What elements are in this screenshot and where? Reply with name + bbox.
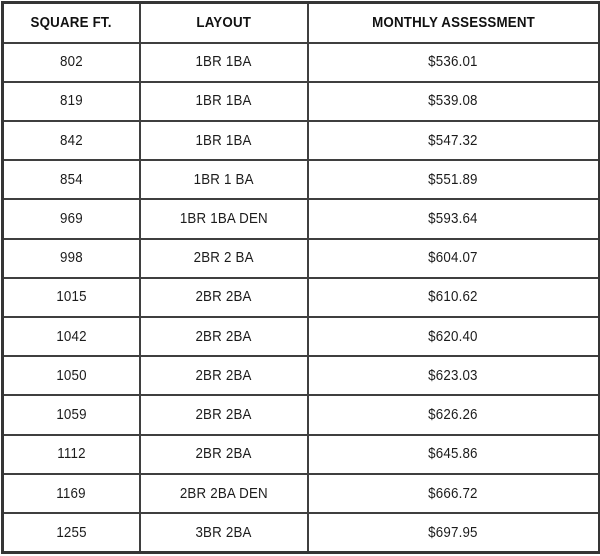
cell-layout: 2BR 2BA <box>138 433 309 475</box>
cell-monthly-assessment: $547.32 <box>306 119 600 162</box>
table-row: 969 1BR 1BA DEN $593.64 <box>1 198 600 240</box>
cell-square-ft: 802 <box>1 41 141 83</box>
cell-square-ft: 1169 <box>1 472 141 515</box>
cell-monthly-assessment: $551.89 <box>306 159 600 201</box>
table-row: 854 1BR 1 BA $551.89 <box>1 159 600 201</box>
cell-square-ft: 1015 <box>1 276 141 319</box>
table-row: 842 1BR 1BA $547.32 <box>1 119 600 162</box>
header-row: SQUARE FT. LAYOUT MONTHLY ASSESSMENT <box>1 1 600 44</box>
table-row: 1169 2BR 2BA DEN $666.72 <box>1 472 600 515</box>
cell-square-ft: 819 <box>1 80 141 122</box>
cell-layout: 1BR 1BA DEN <box>138 198 309 240</box>
cell-square-ft: 1050 <box>1 355 141 397</box>
table-row: 802 1BR 1BA $536.01 <box>1 41 600 83</box>
cell-monthly-assessment: $697.95 <box>306 512 600 554</box>
cell-layout: 2BR 2BA <box>138 276 309 319</box>
cell-square-ft: 854 <box>1 159 141 201</box>
cell-square-ft: 998 <box>1 237 141 279</box>
table-header: SQUARE FT. LAYOUT MONTHLY ASSESSMENT <box>1 1 600 44</box>
cell-layout: 2BR 2BA <box>138 355 309 397</box>
cell-monthly-assessment: $610.62 <box>306 276 600 319</box>
cell-monthly-assessment: $620.40 <box>306 316 600 358</box>
cell-monthly-assessment: $593.64 <box>306 198 600 240</box>
table-row: 1112 2BR 2BA $645.86 <box>1 433 600 475</box>
cell-monthly-assessment: $539.08 <box>306 80 600 122</box>
cell-square-ft: 1255 <box>1 512 141 554</box>
cell-square-ft: 842 <box>1 119 141 162</box>
cell-square-ft: 1059 <box>1 394 141 436</box>
cell-monthly-assessment: $604.07 <box>306 237 600 279</box>
cell-layout: 2BR 2 BA <box>138 237 309 279</box>
table-body: 802 1BR 1BA $536.01 819 1BR 1BA $539.08 … <box>1 41 600 554</box>
cell-square-ft: 1112 <box>1 433 141 475</box>
cell-layout: 1BR 1BA <box>138 119 309 162</box>
table-row: 1255 3BR 2BA $697.95 <box>1 512 600 554</box>
header-layout-label: LAYOUT <box>196 14 251 31</box>
cell-layout: 3BR 2BA <box>138 512 309 554</box>
header-monthly-assessment-label: MONTHLY ASSESSMENT <box>371 14 535 31</box>
header-square-ft-label: SQUARE FT. <box>30 14 112 31</box>
cell-square-ft: 969 <box>1 198 141 240</box>
cell-monthly-assessment: $645.86 <box>306 433 600 475</box>
table-row: 1059 2BR 2BA $626.26 <box>1 394 600 436</box>
cell-layout: 1BR 1BA <box>138 41 309 83</box>
cell-layout: 2BR 2BA <box>138 394 309 436</box>
cell-monthly-assessment: $666.72 <box>306 472 600 515</box>
table-row: 1050 2BR 2BA $623.03 <box>1 355 600 397</box>
table-row: 819 1BR 1BA $539.08 <box>1 80 600 122</box>
table-row: 1015 2BR 2BA $610.62 <box>1 276 600 319</box>
header-layout: LAYOUT <box>138 1 309 44</box>
table-row: 1042 2BR 2BA $620.40 <box>1 316 600 358</box>
header-monthly-assessment: MONTHLY ASSESSMENT <box>306 1 600 44</box>
table-row: 998 2BR 2 BA $604.07 <box>1 237 600 279</box>
cell-monthly-assessment: $626.26 <box>306 394 600 436</box>
cell-layout: 1BR 1 BA <box>138 159 309 201</box>
cell-layout: 2BR 2BA DEN <box>138 472 309 515</box>
header-square-ft: SQUARE FT. <box>1 1 141 44</box>
cell-monthly-assessment: $623.03 <box>306 355 600 397</box>
cell-monthly-assessment: $536.01 <box>306 41 600 83</box>
cell-layout: 2BR 2BA <box>138 316 309 358</box>
cell-layout: 1BR 1BA <box>138 80 309 122</box>
cell-square-ft: 1042 <box>1 316 141 358</box>
